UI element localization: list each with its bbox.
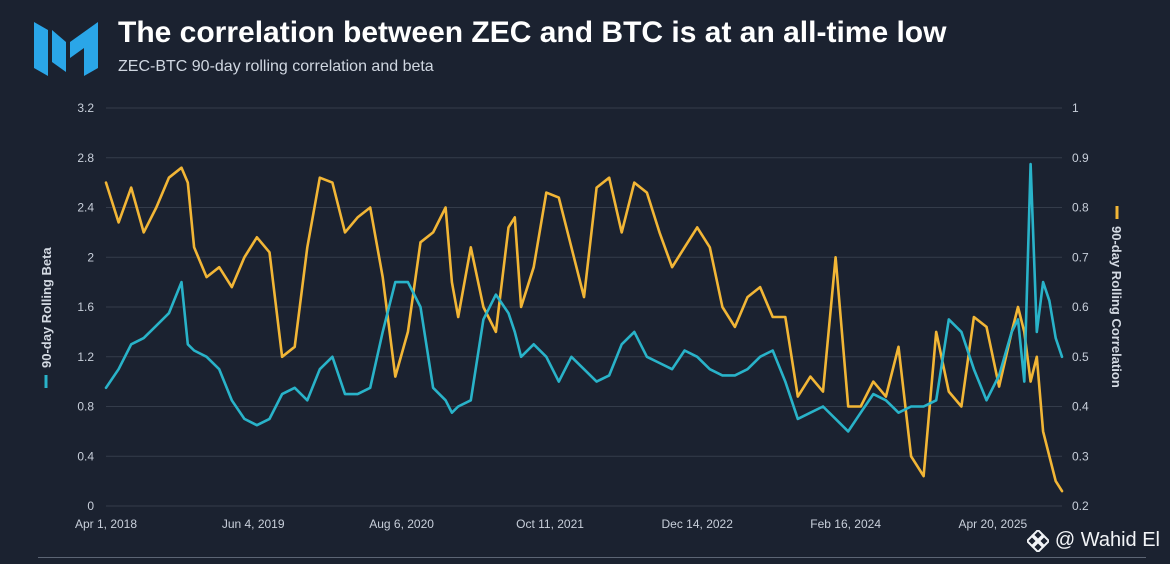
y-right-tick-label: 0.2 bbox=[1072, 499, 1089, 513]
y-right-tick-label: 0.5 bbox=[1072, 350, 1089, 364]
brand-logo bbox=[34, 22, 98, 76]
y-right-tick-label: 0.8 bbox=[1072, 201, 1089, 215]
y-right-tick-label: 1 bbox=[1072, 101, 1079, 115]
x-tick-label: Apr 20, 2025 bbox=[958, 517, 1027, 531]
y-left-tick-label: 1.6 bbox=[77, 300, 94, 314]
y-left-tick-label: 0.8 bbox=[77, 400, 94, 414]
y-right-tick-label: 0.4 bbox=[1072, 400, 1089, 414]
x-tick-label: Feb 16, 2024 bbox=[810, 517, 881, 531]
watermark-text: @ Wahid El bbox=[1054, 529, 1160, 551]
y-left-tick-label: 2.8 bbox=[77, 151, 94, 165]
y-left-tick-label: 2.4 bbox=[77, 201, 94, 215]
bottom-divider bbox=[38, 557, 1146, 558]
y-left-tick-label: 2 bbox=[87, 250, 94, 264]
y-left-axis-title: 90-day Rolling Beta bbox=[39, 247, 54, 388]
series-lines bbox=[104, 162, 1064, 493]
y-left-label: 90-day Rolling Beta bbox=[39, 247, 54, 368]
y-right-tick-label: 0.7 bbox=[1072, 250, 1089, 264]
y-left-tick-label: 0.4 bbox=[77, 449, 94, 463]
logo-left-bar bbox=[34, 22, 48, 76]
y-right-label: 90-day Rolling Correlation bbox=[1109, 226, 1124, 388]
correlation-series-line bbox=[104, 166, 1064, 493]
y-left-tick-label: 0 bbox=[87, 499, 94, 513]
logo-center-bar bbox=[52, 30, 66, 72]
x-tick-label: Apr 1, 2018 bbox=[75, 517, 137, 531]
chart-subtitle: ZEC-BTC 90-day rolling correlation and b… bbox=[118, 58, 434, 75]
gridlines bbox=[106, 107, 1062, 507]
diamond-logo-icon bbox=[1026, 529, 1049, 552]
x-tick-label: Aug 6, 2020 bbox=[369, 517, 434, 531]
x-tick-label: Jun 4, 2019 bbox=[222, 517, 285, 531]
y-right-tick-label: 0.3 bbox=[1072, 449, 1089, 463]
x-tick-label: Dec 14, 2022 bbox=[662, 517, 734, 531]
y-left-tick-label: 3.2 bbox=[77, 101, 94, 115]
axis-ticks: 0 0.4 0.8 1.2 1.6 2 2.4 2.8 3.2 0.2 0.3 0.4 0.5 0.6 0.… bbox=[75, 101, 1089, 531]
chart-title: The correlation between ZEC and BTC is a… bbox=[118, 16, 947, 49]
y-left-tick-label: 1.2 bbox=[77, 350, 94, 364]
y-right-tick-label: 0.9 bbox=[1072, 151, 1089, 165]
y-right-tick-label: 0.6 bbox=[1072, 300, 1089, 314]
watermark: @ Wahid El bbox=[1026, 529, 1160, 552]
beta-series-line bbox=[104, 162, 1064, 433]
y-right-axis-title: 90-day Rolling Correlation bbox=[1109, 206, 1124, 388]
x-tick-label: Oct 11, 2021 bbox=[516, 517, 584, 531]
logo-right-bar bbox=[70, 22, 98, 76]
